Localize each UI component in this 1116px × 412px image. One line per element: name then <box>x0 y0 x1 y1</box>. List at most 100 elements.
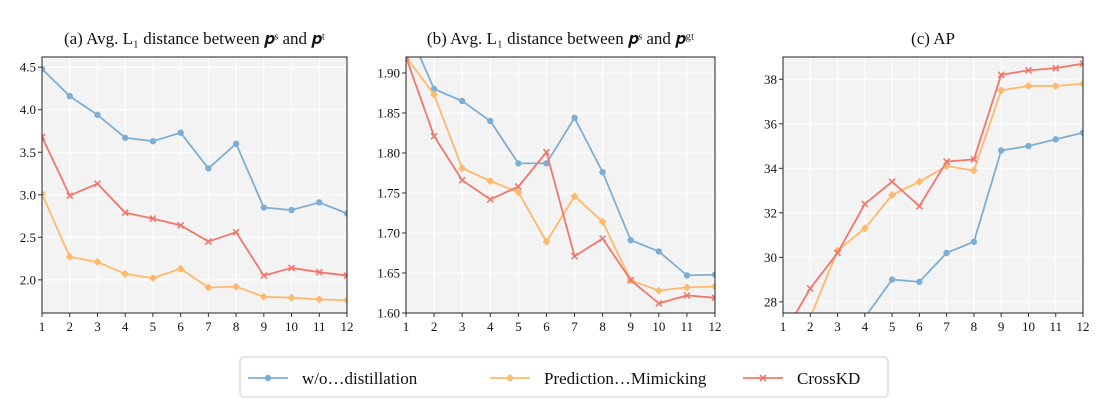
point <box>506 374 514 382</box>
x-tick-label: 2 <box>807 319 814 334</box>
point <box>65 252 74 261</box>
point <box>806 284 814 293</box>
series-layer <box>794 60 1083 349</box>
point <box>654 286 663 295</box>
point <box>682 283 691 292</box>
plot-frame <box>782 56 1084 314</box>
point <box>759 374 767 382</box>
x-tick-label: 10 <box>652 319 665 334</box>
point <box>93 257 102 266</box>
point <box>94 111 101 119</box>
point <box>943 158 951 166</box>
x-tick-label: 1 <box>39 319 46 334</box>
point <box>287 264 296 272</box>
point <box>542 237 551 246</box>
point <box>403 22 409 28</box>
x-tick-label: 11 <box>681 319 694 334</box>
point <box>916 278 923 286</box>
point <box>599 235 607 243</box>
y-tick-label: 36 <box>764 116 778 131</box>
point <box>571 114 578 122</box>
point <box>343 296 347 305</box>
chart-title: (b) Avg. L₁ distance between 𝒑ˢ and 𝒑ᵍᵗ <box>427 29 694 48</box>
line <box>42 68 347 215</box>
line <box>42 193 347 302</box>
point <box>655 248 663 255</box>
y-tick-label: 28 <box>764 294 777 309</box>
y-tick-label: 1.75 <box>377 186 400 201</box>
point <box>1025 142 1032 150</box>
point <box>287 293 296 302</box>
point <box>997 71 1005 79</box>
point <box>683 291 691 299</box>
y-tick-label: 1.65 <box>377 266 400 281</box>
plot-area <box>42 57 347 313</box>
point <box>315 268 323 276</box>
point <box>711 282 715 291</box>
line <box>866 131 1083 313</box>
y-tick-label: 30 <box>764 250 777 265</box>
point <box>997 147 1005 154</box>
series-layer <box>42 65 347 305</box>
y-tick-label: 2.5 <box>20 230 36 245</box>
point <box>232 228 240 236</box>
plot-area <box>406 57 715 313</box>
point <box>42 189 46 198</box>
point <box>833 249 842 257</box>
point <box>915 177 924 186</box>
point <box>683 272 691 279</box>
point <box>834 343 840 349</box>
point <box>121 269 130 278</box>
x-tick-label: 5 <box>889 319 896 334</box>
x-tick-label: 7 <box>205 319 212 334</box>
point <box>888 178 896 186</box>
x-tick-label: 6 <box>916 319 923 334</box>
line <box>406 57 715 292</box>
point <box>430 132 438 140</box>
point <box>177 129 184 136</box>
point <box>655 299 663 307</box>
point <box>487 117 494 125</box>
point <box>1024 81 1033 90</box>
point <box>316 199 323 206</box>
point <box>888 191 897 200</box>
x-tick-label: 9 <box>998 319 1005 334</box>
point <box>1052 136 1059 143</box>
y-tick-label: 1.70 <box>377 226 400 241</box>
point <box>543 160 550 167</box>
x-tick-label: 4 <box>122 319 129 334</box>
x-tick-label: 12 <box>709 319 722 334</box>
point <box>860 224 869 233</box>
point <box>121 209 129 217</box>
x-tick-label: 10 <box>1022 319 1035 334</box>
x-tick-label: 3 <box>834 319 841 334</box>
legend-label: w/o…distillation <box>302 369 418 388</box>
point <box>264 374 272 382</box>
x-tick-label: 2 <box>66 319 73 334</box>
line <box>794 62 1083 313</box>
y-tick-label: 1.60 <box>377 306 400 321</box>
x-tick-label: 7 <box>571 319 578 334</box>
x-tick-label: 6 <box>177 319 184 334</box>
y-tick-label: 38 <box>764 72 777 87</box>
point <box>1052 64 1060 72</box>
x-tick-label: 3 <box>459 319 466 334</box>
x-tick-label: 10 <box>285 319 298 334</box>
point <box>205 165 212 172</box>
y-tick-label: 2.0 <box>20 272 36 287</box>
line <box>406 57 715 305</box>
y-tick-label: 3.0 <box>20 187 36 202</box>
point <box>1079 79 1083 88</box>
point <box>486 177 495 185</box>
line <box>419 57 715 277</box>
chart-title: (a) Avg. L₁ distance between 𝒑ˢ and 𝒑ᵗ <box>64 29 325 48</box>
point <box>1024 66 1033 74</box>
point <box>1079 129 1083 136</box>
point <box>66 92 73 100</box>
point <box>542 148 551 156</box>
point <box>570 252 579 260</box>
legend-label: CrossKD <box>797 369 860 388</box>
point <box>486 195 494 203</box>
point <box>315 295 324 304</box>
plot-frame <box>405 56 716 314</box>
